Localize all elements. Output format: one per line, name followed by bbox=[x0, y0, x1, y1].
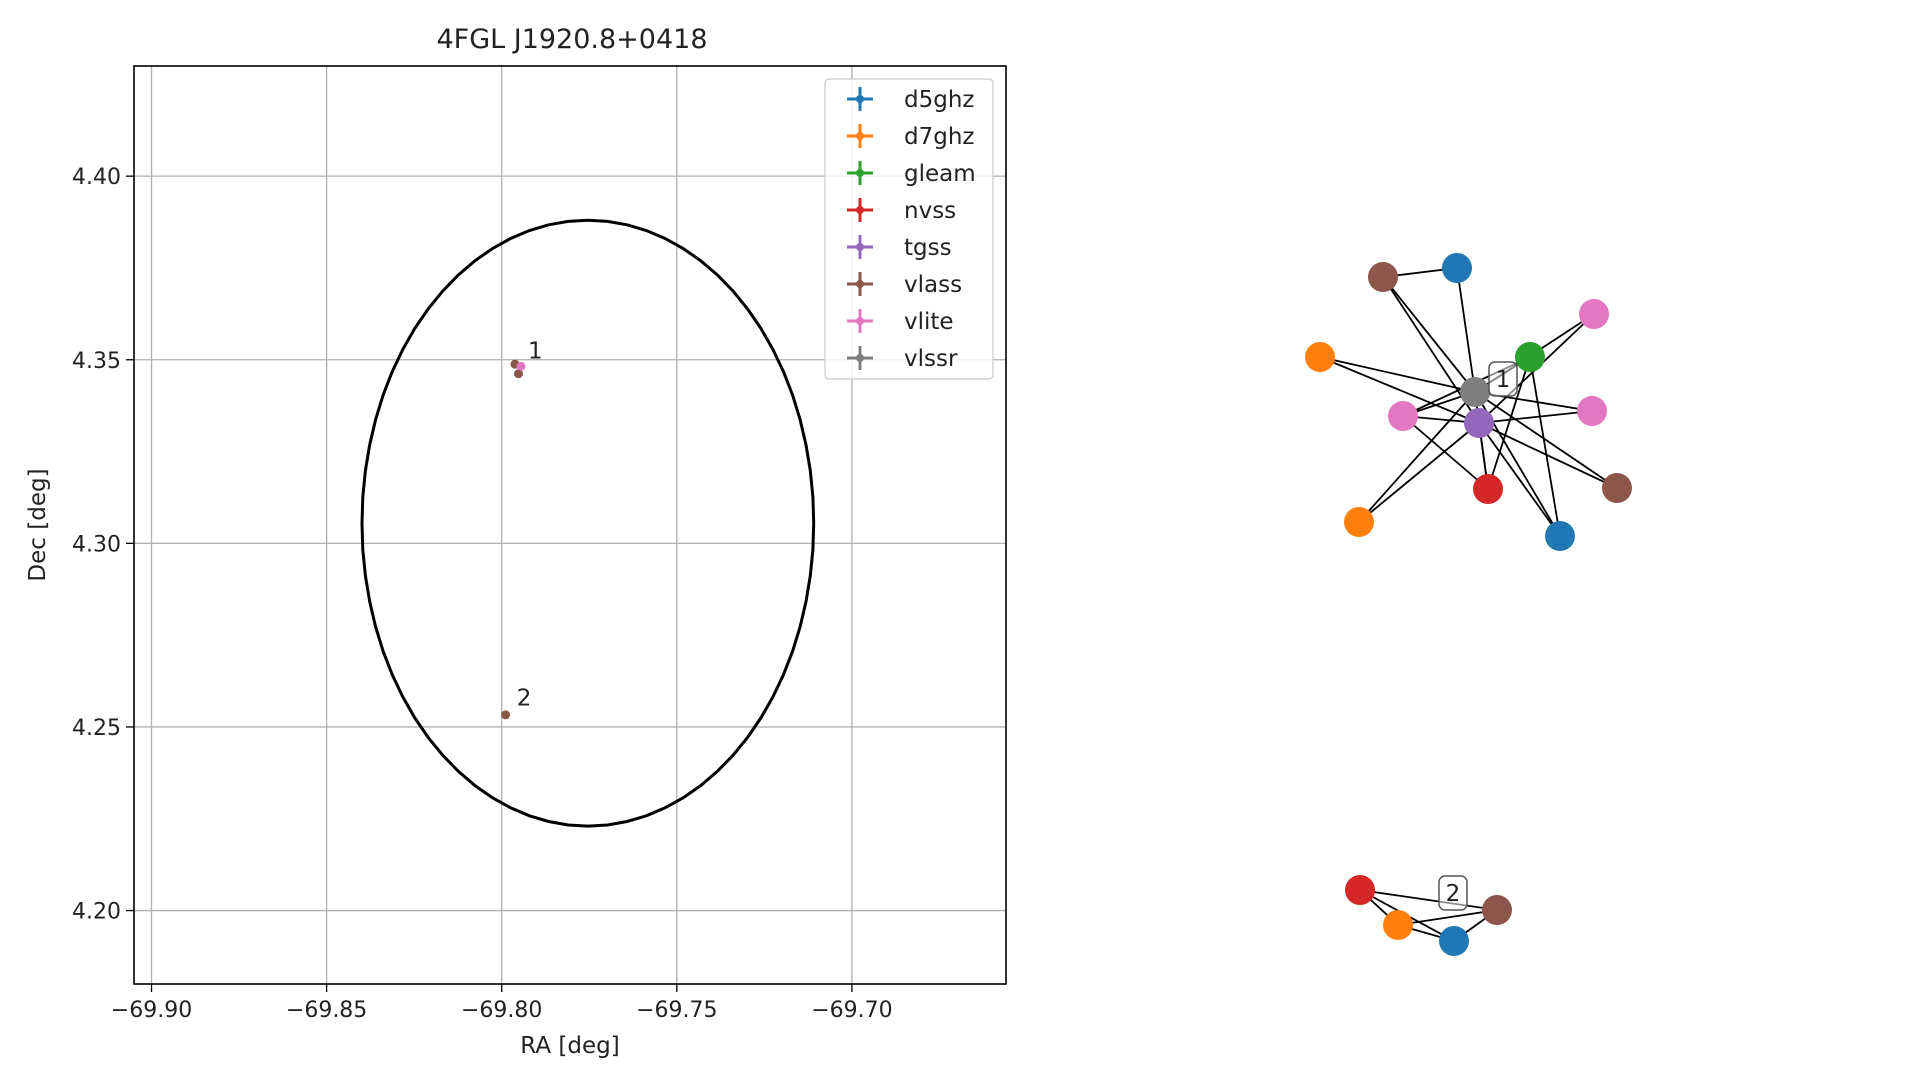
network-node-nvss bbox=[1473, 474, 1503, 504]
legend-marker bbox=[856, 169, 864, 177]
legend-label: tgss bbox=[904, 235, 952, 261]
legend-entry-vlass: vlass bbox=[847, 272, 962, 298]
legend-marker bbox=[856, 95, 864, 103]
legend-entry-vlssr: vlssr bbox=[847, 346, 958, 372]
legend-entry-d5ghz: d5ghz bbox=[847, 87, 974, 113]
network-edge bbox=[1358, 422, 1480, 523]
y-axis-label: Dec [deg] bbox=[25, 468, 51, 581]
network-node-tgss bbox=[1464, 408, 1494, 438]
network-edge bbox=[1359, 889, 1498, 911]
network-node-d7ghz bbox=[1305, 342, 1335, 372]
network-node-nvss bbox=[1345, 875, 1375, 905]
network-panel: 12 bbox=[1305, 253, 1632, 956]
uncertainty-ellipse bbox=[360, 218, 816, 828]
annotation-label: 2 bbox=[517, 686, 532, 712]
legend-entry-d7ghz: d7ghz bbox=[847, 124, 974, 150]
legend-marker bbox=[856, 206, 864, 214]
y-tick-label: 4.25 bbox=[72, 716, 121, 741]
network-node-d5ghz bbox=[1545, 521, 1575, 551]
network-edge bbox=[1358, 391, 1476, 523]
y-tick-label: 4.30 bbox=[72, 532, 121, 557]
point-vlass bbox=[501, 710, 511, 720]
network-node-vlssr bbox=[1460, 377, 1490, 407]
legend-label: gleam bbox=[904, 161, 976, 187]
network-edge bbox=[1382, 276, 1476, 393]
scatter-panel: 4FGL J1920.8+0418 12 −69.90 −69.85 −69.80−… bbox=[25, 24, 1007, 1059]
network-edge bbox=[1529, 356, 1561, 537]
network-node-vlite bbox=[1388, 401, 1418, 431]
network-node-vlass bbox=[1482, 895, 1512, 925]
x-tick-label: −69.75 bbox=[636, 998, 717, 1023]
y-tick-label: 4.40 bbox=[72, 165, 121, 190]
network-edges bbox=[1319, 267, 1618, 942]
legend-marker bbox=[856, 132, 864, 140]
uncertainty-ellipse-layer bbox=[360, 218, 816, 828]
annotation-label: 1 bbox=[528, 339, 543, 365]
group-label: 1 bbox=[1496, 367, 1511, 393]
network-node-d7ghz bbox=[1344, 507, 1374, 537]
legend-marker bbox=[856, 354, 864, 362]
legend-marker bbox=[856, 243, 864, 251]
legend-label: vlssr bbox=[904, 346, 958, 372]
y-axis-ticks: 4.20 4.25 4.30 4.35 4.40 bbox=[72, 165, 134, 925]
annotation-layer: 12 bbox=[517, 339, 543, 712]
network-edge bbox=[1478, 422, 1561, 537]
legend-label: nvss bbox=[904, 198, 956, 224]
network-edge bbox=[1478, 422, 1618, 489]
point-vlass bbox=[514, 369, 524, 379]
group-label-box bbox=[1438, 875, 1468, 911]
legend-frame bbox=[824, 78, 994, 380]
legend-label: d7ghz bbox=[904, 124, 974, 150]
network-edge bbox=[1478, 410, 1593, 424]
group-label-box bbox=[1488, 361, 1518, 397]
network-node-d7ghz bbox=[1383, 910, 1413, 940]
legend-marker bbox=[856, 317, 864, 325]
legend-marker bbox=[856, 280, 864, 288]
point-vlite bbox=[516, 361, 526, 371]
network-edge bbox=[1319, 356, 1476, 393]
legend: d5ghz d7ghz gleam nvss tgss vlass vlite vlssr bbox=[824, 78, 994, 380]
x-tick-label: −69.80 bbox=[461, 998, 542, 1023]
x-axis-ticks: −69.90 −69.85 −69.80 −69.75 −69.70 bbox=[111, 984, 893, 1023]
legend-label: d5ghz bbox=[904, 87, 974, 113]
network-node-d5ghz bbox=[1439, 926, 1469, 956]
network-node-gleam bbox=[1515, 342, 1545, 372]
x-axis-label: RA [deg] bbox=[520, 1033, 619, 1059]
network-edge bbox=[1397, 909, 1498, 926]
y-tick-label: 4.20 bbox=[72, 900, 121, 925]
x-tick-label: −69.90 bbox=[111, 998, 192, 1023]
legend-entry-nvss: nvss bbox=[847, 198, 956, 224]
network-edge bbox=[1474, 391, 1618, 489]
network-node-vlass bbox=[1368, 262, 1398, 292]
chart-title: 4FGL J1920.8+0418 bbox=[436, 24, 707, 55]
network-node-vlite bbox=[1577, 396, 1607, 426]
network-node-vlass bbox=[1602, 473, 1632, 503]
network-edge bbox=[1402, 415, 1489, 490]
y-tick-label: 4.35 bbox=[72, 349, 121, 374]
legend-label: vlite bbox=[904, 309, 954, 335]
group-label: 2 bbox=[1446, 881, 1461, 907]
legend-entry-gleam: gleam bbox=[847, 161, 976, 187]
points-layer bbox=[501, 359, 526, 720]
legend-entry-tgss: tgss bbox=[847, 235, 952, 261]
network-node-vlite bbox=[1579, 299, 1609, 329]
network-edge bbox=[1456, 267, 1476, 393]
network-edge bbox=[1487, 356, 1531, 490]
x-tick-label: −69.70 bbox=[811, 998, 892, 1023]
network-nodes bbox=[1305, 253, 1632, 956]
network-edge bbox=[1319, 356, 1480, 424]
legend-label: vlass bbox=[904, 272, 962, 298]
network-group-labels: 12 bbox=[1438, 361, 1518, 911]
legend-entry-vlite: vlite bbox=[847, 309, 954, 335]
x-tick-label: −69.85 bbox=[286, 998, 367, 1023]
network-node-d5ghz bbox=[1442, 253, 1472, 283]
plot-frame bbox=[133, 65, 1007, 985]
